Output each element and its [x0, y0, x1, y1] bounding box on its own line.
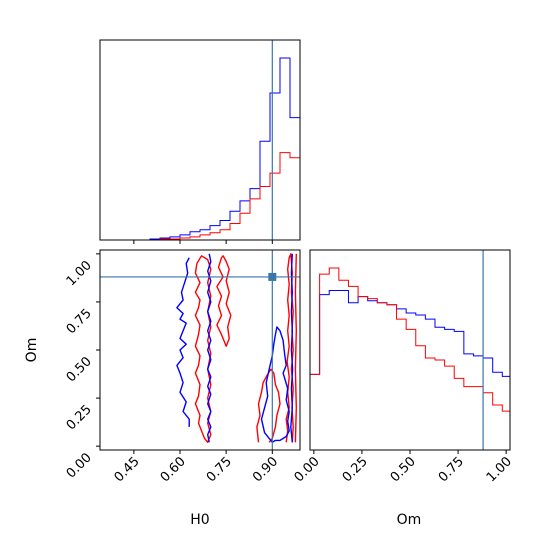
h0-histogram-red — [100, 152, 300, 240]
om-xtick-label-0.50: 0.50 — [388, 454, 419, 485]
contour-blue-0 — [176, 257, 190, 427]
contour-red-1 — [216, 255, 232, 347]
h0-histogram-plot-area — [100, 40, 300, 240]
h0-histogram-blue — [100, 57, 300, 240]
h0-xtick-label-0.75: 0.75 — [204, 454, 235, 485]
h0-xtick-label-0.45: 0.45 — [112, 454, 143, 485]
om-ytick-label-0.00: 0.00 — [64, 450, 95, 481]
y-axis-label-om: Om — [24, 338, 40, 363]
om-ytick-label-1.00: 1.00 — [64, 258, 95, 289]
om-xtick-label-0.75: 0.75 — [436, 454, 467, 485]
truth-marker — [268, 272, 277, 281]
h0-om-contour-panel: 0.45 0.60 0.75 0.90 0.00 0.25 0.50 0.75 1.00 — [64, 249, 301, 485]
om-histogram-blue — [310, 289, 510, 450]
contour-red-2 — [256, 368, 281, 443]
contour-blue-1 — [207, 253, 212, 443]
om-xtick-label-0.25: 0.25 — [340, 454, 371, 485]
om-ytick-label-0.75: 0.75 — [64, 306, 95, 337]
om-histogram-red — [310, 267, 510, 450]
h0-xtick-label-0.60: 0.60 — [158, 454, 189, 485]
om-ytick-label-0.25: 0.25 — [64, 402, 95, 433]
x-axis-label-om: Om — [397, 512, 422, 528]
h0-histogram-panel — [99, 39, 301, 244]
contour-blue-3 — [290, 253, 294, 443]
om-histogram-plot-area — [310, 250, 510, 450]
om-xtick-label-0.00: 0.00 — [292, 454, 323, 485]
om-histogram-panel: 0.00 0.25 0.50 0.75 1.00 — [292, 249, 515, 485]
om-ytick-label-0.50: 0.50 — [64, 354, 95, 385]
contour-plot-area — [100, 250, 300, 450]
h0-histogram-frame — [99, 39, 301, 241]
contour-blue-2 — [260, 326, 290, 443]
h0-xtick-label-0.90: 0.90 — [250, 454, 281, 485]
om-xtick-label-1.00: 1.00 — [484, 454, 515, 485]
x-axis-label-h0: H0 — [190, 512, 209, 528]
contour-red-4 — [294, 253, 297, 443]
